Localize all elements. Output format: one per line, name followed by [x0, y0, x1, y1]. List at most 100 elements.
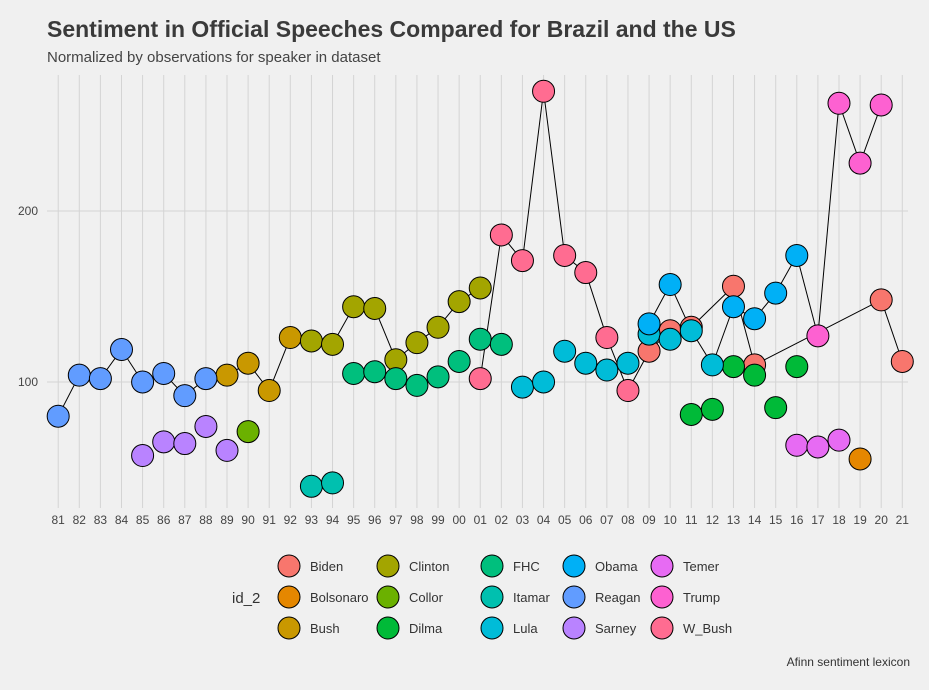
data-point-sarney: [194, 414, 218, 438]
x-tick-label: 88: [199, 513, 213, 527]
data-point-temer: [806, 435, 830, 459]
data-point-sarney: [131, 444, 155, 468]
legend-label-obama: Obama: [595, 559, 638, 574]
data-point-w_bush: [553, 243, 577, 267]
legend-key-obama: [562, 554, 586, 578]
data-point-lula: [574, 351, 598, 375]
data-point-obama: [764, 281, 788, 305]
data-point-clinton: [363, 296, 387, 320]
legend-label-clinton: Clinton: [409, 559, 449, 574]
data-point-biden: [721, 274, 745, 298]
data-point-fhc: [468, 327, 492, 351]
data-point-lula: [553, 339, 577, 363]
data-point-reagan: [46, 404, 70, 428]
x-tick-label: 21: [896, 513, 910, 527]
data-point-dilma: [743, 363, 767, 387]
data-point-dilma: [785, 355, 809, 379]
data-point-bush: [215, 363, 239, 387]
data-point-lula: [679, 319, 703, 343]
x-tick-label: 97: [389, 513, 403, 527]
data-point-reagan: [67, 363, 91, 387]
data-point-clinton: [321, 332, 345, 356]
legend-label-temer: Temer: [683, 559, 720, 574]
data-point-clinton: [447, 290, 471, 314]
legend-key-clinton: [376, 554, 400, 578]
data-point-biden: [890, 349, 914, 373]
series-line-bush: [226, 337, 291, 392]
x-axis-ticks: 81 82 83 84 85 86 87 88 89 90 91 92 93 94 95 96 97 98 99 00…: [52, 513, 910, 527]
data-point-w_bush: [616, 379, 640, 403]
x-tick-label: 20: [875, 513, 889, 527]
chart-subtitle: Normalized by observations for speaker i…: [47, 49, 381, 66]
x-tick-label: 06: [579, 513, 593, 527]
legend-label-w_bush: W_Bush: [683, 621, 732, 636]
y-tick-label: 200: [18, 204, 38, 218]
data-point-sarney: [152, 430, 176, 454]
data-point-biden: [869, 288, 893, 312]
chart-caption: Afinn sentiment lexicon: [786, 655, 910, 669]
data-point-clinton: [405, 331, 429, 355]
data-point-w_bush: [489, 223, 513, 247]
data-point-trump: [869, 93, 893, 117]
x-tick-label: 19: [853, 513, 867, 527]
data-point-clinton: [299, 329, 323, 353]
data-point-dilma: [700, 397, 724, 421]
data-point-reagan: [109, 338, 133, 362]
x-tick-label: 17: [811, 513, 825, 527]
x-tick-label: 82: [73, 513, 87, 527]
data-point-bush: [257, 379, 281, 403]
legend-label-dilma: Dilma: [409, 621, 443, 636]
legend-label-bush: Bush: [310, 621, 340, 636]
x-tick-label: 02: [495, 513, 509, 527]
data-point-dilma: [679, 402, 703, 426]
legend-key-bush: [277, 616, 301, 640]
x-tick-label: 07: [600, 513, 614, 527]
legend-key-sarney: [562, 616, 586, 640]
legend-label-trump: Trump: [683, 590, 720, 605]
data-point-fhc: [363, 360, 387, 384]
x-tick-label: 15: [769, 513, 783, 527]
x-tick-label: 18: [832, 513, 846, 527]
legend-label-collor: Collor: [409, 590, 444, 605]
data-point-itamar: [321, 471, 345, 495]
data-point-trump: [848, 151, 872, 175]
data-point-itamar: [299, 474, 323, 498]
x-tick-label: 93: [305, 513, 319, 527]
data-point-fhc: [342, 361, 366, 385]
legend-key-reagan: [562, 585, 586, 609]
data-point-bolsonaro: [848, 447, 872, 471]
legend-label-sarney: Sarney: [595, 621, 637, 636]
y-tick-label: 100: [18, 375, 38, 389]
legend-key-dilma: [376, 616, 400, 640]
data-point-w_bush: [532, 79, 556, 103]
data-point-fhc: [405, 373, 429, 397]
data-point-sarney: [215, 438, 239, 462]
x-tick-label: 00: [452, 513, 466, 527]
x-tick-label: 03: [516, 513, 530, 527]
data-point-lula: [700, 353, 724, 377]
x-tick-label: 11: [685, 513, 698, 527]
data-point-clinton: [468, 276, 492, 300]
x-tick-label: 85: [136, 513, 150, 527]
data-point-reagan: [194, 367, 218, 391]
data-point-obama: [658, 273, 682, 297]
data-point-trump: [806, 324, 830, 348]
data-point-lula: [595, 358, 619, 382]
x-tick-label: 90: [241, 513, 255, 527]
x-tick-label: 13: [727, 513, 741, 527]
data-point-lula: [510, 375, 534, 399]
x-tick-label: 10: [663, 513, 677, 527]
x-tick-label: 14: [748, 513, 762, 527]
x-tick-label: 16: [790, 513, 804, 527]
x-tick-label: 87: [178, 513, 192, 527]
legend-key-bolsonaro: [277, 585, 301, 609]
y-axis-ticks: 100 200: [18, 204, 38, 389]
data-point-dilma: [721, 355, 745, 379]
x-tick-label: 92: [284, 513, 298, 527]
data-point-collor: [236, 420, 260, 444]
x-tick-label: 86: [157, 513, 171, 527]
data-point-lula: [658, 327, 682, 351]
legend-label-fhc: FHC: [513, 559, 540, 574]
data-point-bush: [278, 326, 302, 350]
